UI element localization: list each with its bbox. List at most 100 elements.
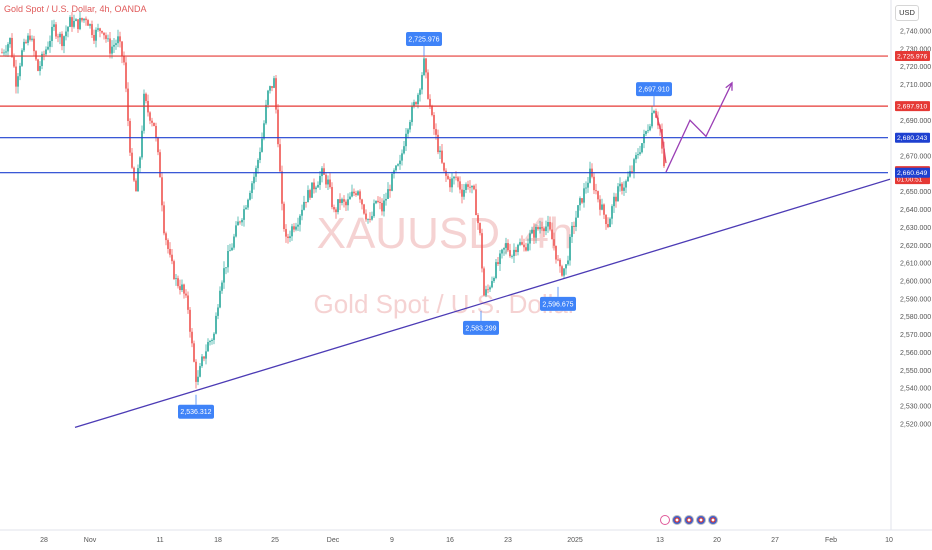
candle-body (443, 162, 445, 171)
y-tick-label: 2,570.000 (900, 332, 931, 339)
candle-body (259, 151, 261, 161)
candle-body (413, 102, 415, 107)
candle-body (381, 202, 383, 212)
candle-body (645, 131, 647, 135)
candle-body (115, 43, 117, 45)
callout-label: 2,725.976 (408, 37, 439, 44)
candle-body (609, 218, 611, 228)
price-tag (895, 101, 930, 112)
candle-body (103, 32, 105, 36)
candle-body (257, 160, 259, 169)
candle-body (353, 191, 355, 194)
y-tick-label: 2,520.000 (900, 421, 931, 428)
candle-body (77, 19, 79, 30)
us-flag-icon[interactable] (684, 515, 694, 525)
candle-body (481, 233, 483, 269)
price-tag (895, 167, 930, 178)
candle-body (1, 52, 3, 54)
candle-body (53, 24, 55, 27)
y-tick-label: 2,550.000 (900, 368, 931, 375)
candle-body (243, 209, 245, 220)
us-flag-icon[interactable] (696, 515, 706, 525)
candle-body (129, 120, 131, 153)
candle-body (261, 138, 263, 152)
candle-body (401, 153, 403, 161)
us-flag-icon[interactable] (708, 515, 718, 525)
candle-body (119, 36, 121, 42)
us-flag-icon[interactable] (672, 515, 682, 525)
x-tick-label: Feb (825, 537, 837, 544)
candle-body (587, 182, 589, 188)
candle-body (183, 284, 185, 294)
candle-body (559, 259, 561, 267)
candle-body (289, 236, 291, 239)
candle-body (355, 193, 357, 195)
candle-body (471, 185, 473, 188)
candle-body (313, 182, 315, 190)
candle-body (85, 18, 87, 21)
candle-body (427, 72, 429, 99)
candle-body (287, 236, 289, 239)
candle-body (27, 35, 29, 43)
candle-body (627, 176, 629, 182)
candle-body (421, 75, 423, 90)
candle-body (643, 134, 645, 144)
candle-body (151, 120, 153, 123)
candle-body (553, 239, 555, 246)
candle-body (61, 33, 63, 47)
candle-body (363, 204, 365, 214)
candle-body (395, 165, 397, 171)
candle-body (411, 106, 413, 123)
candle-body (167, 240, 169, 249)
candle-body (319, 176, 321, 185)
x-tick-label: Dec (327, 537, 340, 544)
candle-body (69, 17, 71, 27)
candle-body (441, 150, 443, 163)
candle-body (489, 287, 491, 290)
candle-body (55, 24, 57, 37)
candle-body (573, 225, 575, 227)
candle-body (529, 233, 531, 244)
candle-body (437, 134, 439, 153)
candle-body (343, 199, 345, 202)
countdown-label: 01:00:51 (897, 177, 923, 184)
candle-body (449, 178, 451, 188)
candle-body (485, 289, 487, 296)
y-tick-label: 2,580.000 (900, 314, 931, 321)
candle-body (71, 17, 73, 27)
candle-body (435, 129, 437, 135)
economic-events[interactable] (660, 515, 718, 527)
candle-body (359, 191, 361, 200)
candle-body (477, 215, 479, 224)
candle-body (17, 76, 19, 87)
candle-body (317, 184, 319, 188)
callout-box (463, 320, 499, 335)
candle-body (451, 178, 453, 188)
candle-body (607, 224, 609, 228)
candle-body (131, 152, 133, 168)
candle-body (133, 167, 135, 181)
candle-body (105, 35, 107, 39)
candle-body (175, 278, 177, 280)
candle-body (291, 226, 293, 237)
currency-selector[interactable]: USD (895, 5, 919, 21)
candle-body (43, 53, 45, 55)
candle-body (419, 89, 421, 95)
x-tick-label: 25 (271, 537, 279, 544)
candle-body (479, 223, 481, 234)
event-bolt-icon[interactable] (660, 515, 670, 525)
candle-body (629, 171, 631, 177)
candle-body (241, 219, 243, 223)
candle-body (189, 309, 191, 332)
candle-body (569, 236, 571, 261)
candle-body (635, 155, 637, 160)
candle-body (267, 90, 269, 105)
candle-body (269, 86, 271, 91)
candle-body (181, 284, 183, 291)
symbol-title[interactable]: Gold Spot / U.S. Dollar, 4h, OANDA (4, 4, 147, 14)
candle-body (237, 221, 239, 226)
candle-body (51, 26, 53, 42)
candle-body (161, 177, 163, 206)
